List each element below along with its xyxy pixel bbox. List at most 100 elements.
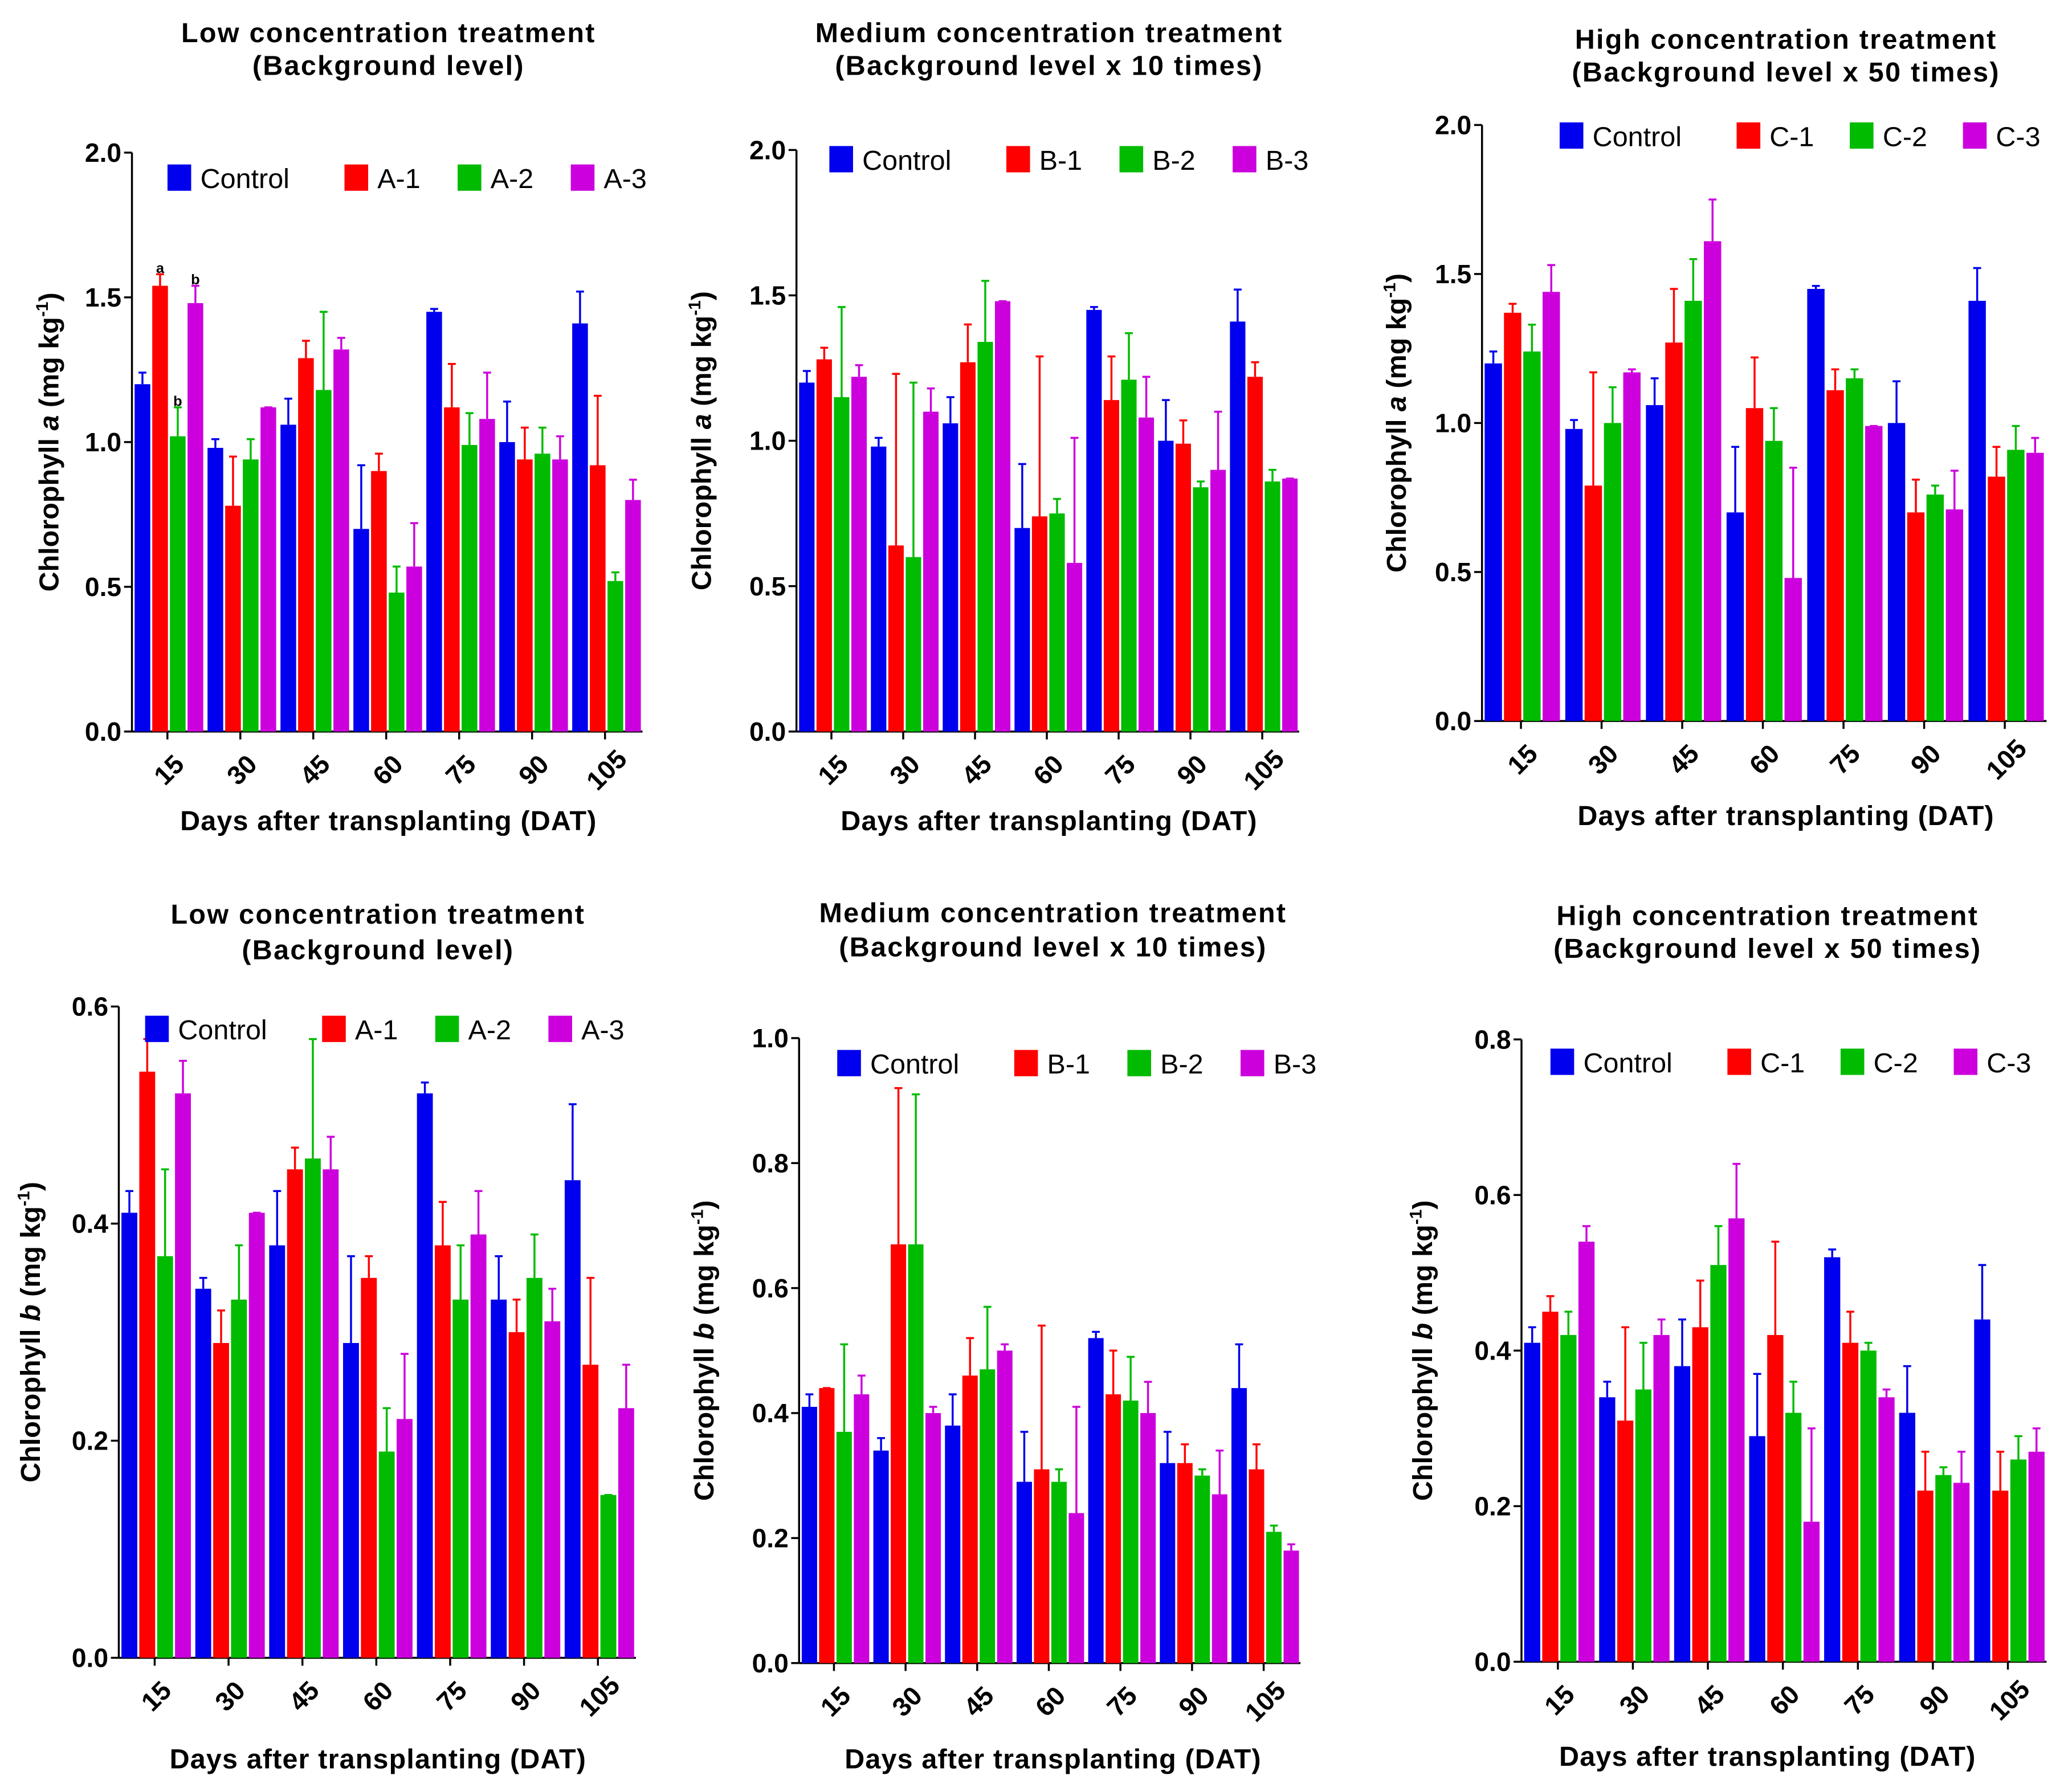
bar-control <box>499 442 515 732</box>
bar-a-3 <box>470 1234 487 1658</box>
legend-swatch <box>145 1015 169 1042</box>
x-tick-label: 15 <box>1539 1679 1580 1721</box>
y-tick-label: 0.0 <box>752 1648 789 1678</box>
bar-c-2 <box>1935 1475 1952 1662</box>
bar-control <box>353 529 369 732</box>
chart-title: Medium concentration treatment <box>819 898 1287 929</box>
x-tick-label: 105 <box>1239 1675 1291 1727</box>
bar-b-2 <box>1121 379 1137 732</box>
chart-title: (Background level x 50 times) <box>1572 57 2000 88</box>
y-label-part: Chlorophyll <box>1408 1340 1438 1501</box>
bar-c-3 <box>1784 578 1802 721</box>
bar-b-1 <box>1247 377 1263 732</box>
legend-item: A-3 <box>570 164 647 194</box>
x-tick-label: 45 <box>956 749 997 791</box>
bar-control <box>280 424 296 732</box>
bar-b-1 <box>891 1244 907 1663</box>
bar-b-1 <box>962 1375 978 1663</box>
legend-swatch <box>829 146 853 173</box>
bar-control <box>1646 405 1663 721</box>
y-tick-label: 2.0 <box>1435 111 1471 140</box>
bar-a-3 <box>397 1419 413 1658</box>
bar-c-1 <box>1665 342 1683 721</box>
x-tick-label: 75 <box>1101 1680 1143 1722</box>
legend-label: C-2 <box>1883 121 1927 152</box>
bar-b-3 <box>1139 417 1155 732</box>
bar-c-3 <box>1865 426 1883 721</box>
legend-item: A-2 <box>435 1015 511 1046</box>
bar-control <box>943 423 958 732</box>
bar-control <box>134 384 150 732</box>
bar-a-2 <box>231 1299 247 1658</box>
bar-a-2 <box>157 1256 173 1658</box>
bar-a-2 <box>389 593 405 732</box>
x-tick-label: 105 <box>581 744 633 795</box>
bar-b-3 <box>1068 1513 1084 1663</box>
bar-control <box>1887 423 1906 721</box>
y-label-part: ) <box>689 1200 720 1209</box>
y-tick-label: 0.4 <box>1474 1336 1511 1365</box>
legend-swatch <box>1119 146 1144 173</box>
bar-c-1 <box>1542 1312 1559 1662</box>
legend-item: A-3 <box>548 1015 625 1046</box>
bar-a-2 <box>462 444 478 732</box>
x-tick-label: 60 <box>1764 1679 1805 1721</box>
bar-a-1 <box>361 1277 377 1658</box>
legend-label: C-3 <box>1996 121 2040 152</box>
bar-b-3 <box>994 301 1011 732</box>
legend-label: Control <box>201 164 289 194</box>
legend-swatch <box>1006 146 1030 173</box>
significance-letter: b <box>173 394 182 410</box>
bar-control <box>1230 321 1246 732</box>
bar-a-2 <box>316 390 332 732</box>
bar-control <box>1524 1342 1540 1662</box>
legend-item: C-1 <box>1736 121 1814 152</box>
legend-swatch <box>548 1015 572 1042</box>
x-tick-label: 30 <box>1613 1679 1655 1721</box>
y-label-superscript: -1 <box>1406 1210 1425 1225</box>
legend-swatch <box>1014 1050 1038 1076</box>
legend-item: C-3 <box>1953 1048 2031 1079</box>
bar-b-2 <box>836 1431 852 1663</box>
y-tick-label: 0.0 <box>1474 1647 1511 1677</box>
x-tick-label: 90 <box>1914 1679 1955 1721</box>
legend-label: B-1 <box>1039 145 1082 176</box>
bar-control <box>207 448 223 732</box>
bar-a-1 <box>287 1169 303 1658</box>
bar-b-2 <box>905 557 921 732</box>
y-label-variable: a <box>34 415 64 431</box>
bar-control <box>1565 428 1583 721</box>
legend-label: Control <box>870 1049 959 1080</box>
bar-a-1 <box>152 285 168 732</box>
x-tick-label: 60 <box>1744 738 1785 780</box>
bar-control <box>121 1213 137 1658</box>
legend-swatch <box>1953 1048 1978 1075</box>
bar-a-1 <box>225 505 241 732</box>
bar-a-3 <box>333 349 349 732</box>
x-tick-label: 30 <box>209 1675 251 1717</box>
bar-a-1 <box>444 407 460 732</box>
bar-c-3 <box>1878 1397 1895 1662</box>
bar-control <box>564 1180 581 1658</box>
bar-b-2 <box>834 397 850 732</box>
significance-letter: b <box>191 272 200 288</box>
legend-label: A-2 <box>468 1015 511 1046</box>
y-tick-label: 2.0 <box>85 138 121 168</box>
bar-b-1 <box>1106 1394 1121 1663</box>
y-tick-label: 1.0 <box>752 1023 789 1053</box>
legend-label: B-3 <box>1266 145 1308 176</box>
y-label-part: Chlorophyll <box>15 1321 46 1483</box>
y-axis-label: Chlorophyll a (mg kg-1) <box>1380 274 1412 573</box>
x-axis-label: Days after transplanting (DAT) <box>170 1744 586 1774</box>
y-label-superscript: -1 <box>688 1210 707 1225</box>
legend-swatch <box>1727 1048 1751 1075</box>
x-axis-label: Days after transplanting (DAT) <box>180 806 597 836</box>
bar-c-2 <box>1604 423 1622 721</box>
bar-a-2 <box>243 459 259 732</box>
bar-c-2 <box>1523 351 1541 721</box>
chart-panel: Low concentration treatment(Background l… <box>33 18 647 836</box>
bar-control <box>417 1093 433 1658</box>
bar-c-3 <box>1803 1521 1820 1662</box>
y-label-superscript: -1 <box>686 300 704 316</box>
